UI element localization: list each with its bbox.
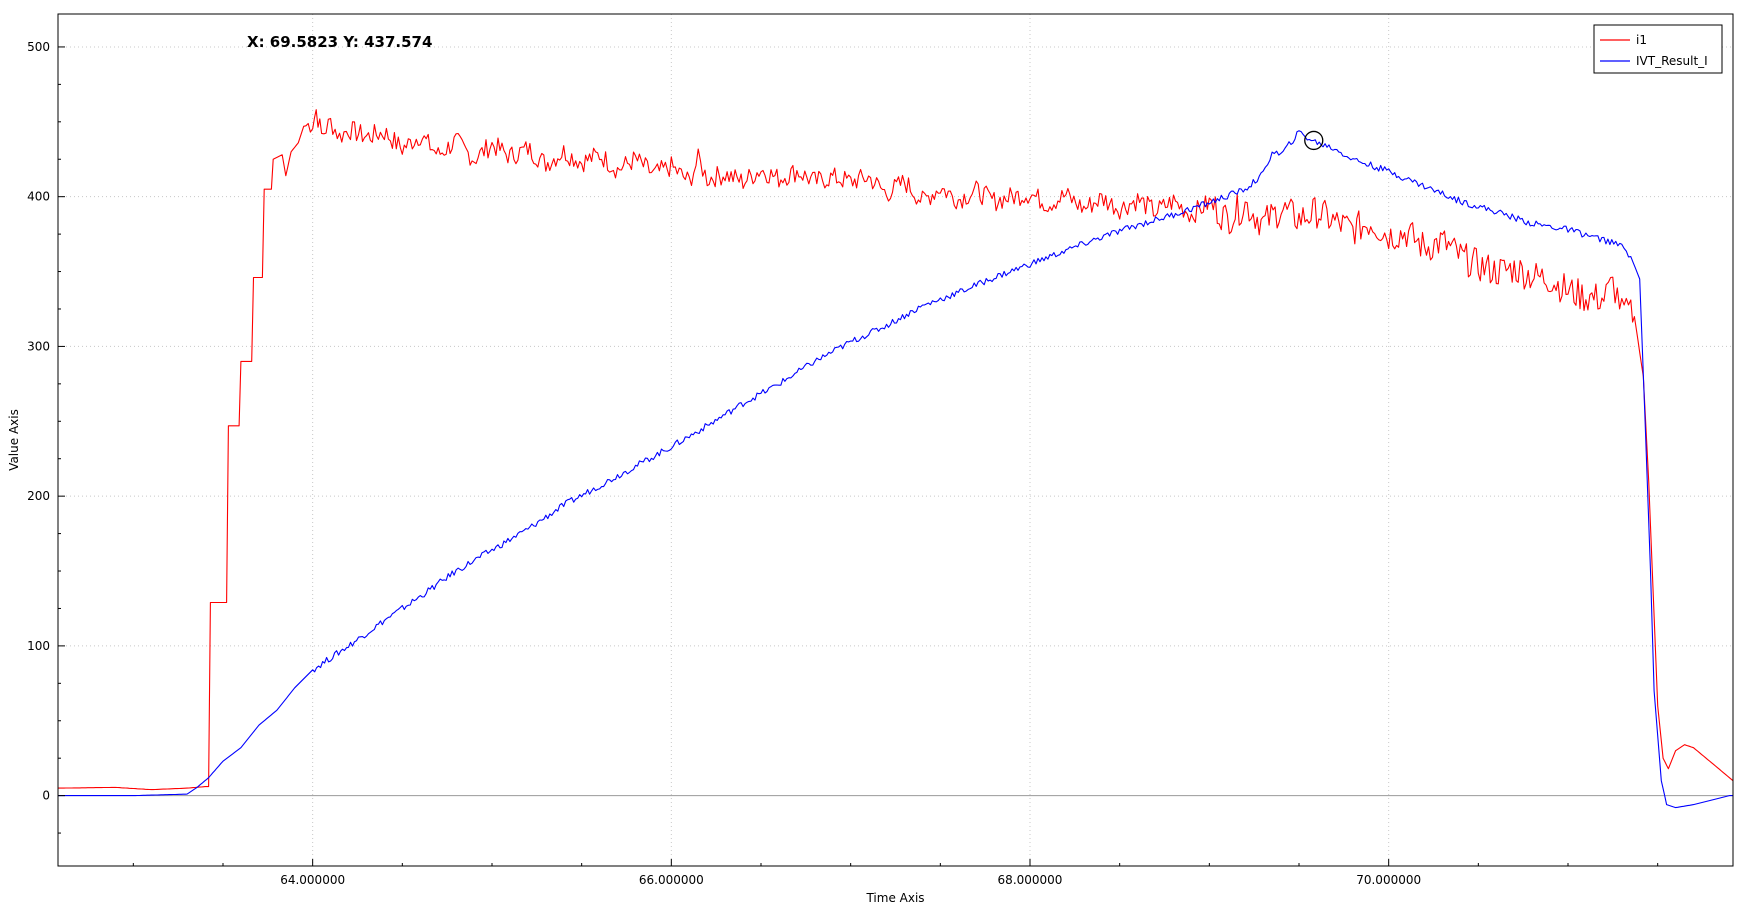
series-line-ivt-result-i xyxy=(58,130,1733,809)
x-tick-label: 64.000000 xyxy=(280,873,345,887)
y-tick-label: 200 xyxy=(27,489,50,503)
y-tick-label: 300 xyxy=(27,339,50,353)
x-axis-title: Time Axis xyxy=(865,891,924,905)
plot-frame xyxy=(57,13,1734,867)
x-tick-label: 66.000000 xyxy=(639,873,704,887)
legend[interactable]: i1 IVT_Result_I xyxy=(1593,24,1723,74)
grid-layer xyxy=(58,14,1733,866)
legend-label-i1: i1 xyxy=(1636,33,1647,47)
y-tick-label: 100 xyxy=(27,639,50,653)
series-line-i1 xyxy=(58,109,1734,791)
cursor-marker[interactable] xyxy=(1304,130,1324,151)
legend-label-ivt-result-i: IVT_Result_I xyxy=(1636,54,1708,68)
x-tick-label: 70.000000 xyxy=(1356,873,1421,887)
axes-layer xyxy=(57,13,1734,867)
ticks-layer: 64.000000 66.000000 68.000000 70.000000 0 100… xyxy=(27,40,1659,887)
y-tick-label: 400 xyxy=(27,190,50,204)
cursor-readout: X: 69.5823 Y: 437.574 xyxy=(247,33,432,51)
y-tick-label: 0 xyxy=(42,789,50,803)
legend-box xyxy=(1593,24,1723,74)
x-tick-label: 68.000000 xyxy=(998,873,1063,887)
y-axis-title: Value Axis xyxy=(7,409,21,471)
series-layer xyxy=(58,109,1734,809)
y-tick-label: 500 xyxy=(27,40,50,54)
